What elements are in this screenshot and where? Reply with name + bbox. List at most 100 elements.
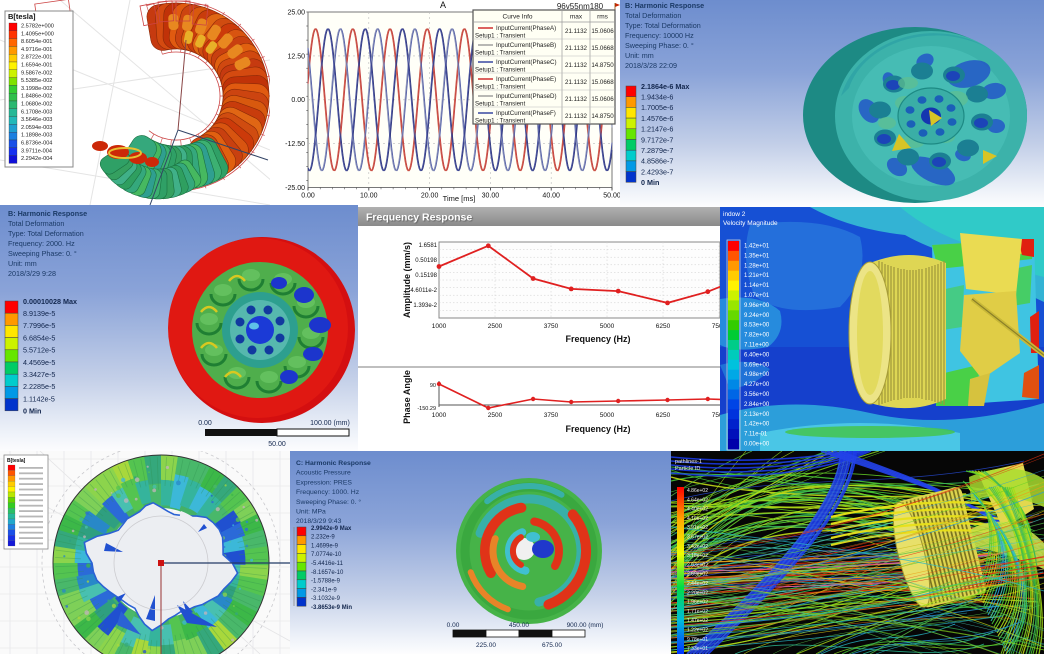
- svg-text:-2.341e-9: -2.341e-9: [311, 587, 337, 593]
- svg-text:2.232e-9: 2.232e-9: [311, 535, 335, 541]
- svg-text:2500: 2500: [488, 412, 503, 419]
- svg-text:Setup1 : Transient: Setup1 : Transient: [475, 118, 525, 125]
- svg-text:7.11e+00: 7.11e+00: [744, 343, 769, 349]
- svg-text:4.8586e-7: 4.8586e-7: [641, 157, 673, 166]
- svg-text:-12.50: -12.50: [285, 141, 305, 148]
- svg-text:Unit: mm: Unit: mm: [8, 259, 37, 268]
- svg-text:4.4569e-5: 4.4569e-5: [23, 358, 55, 367]
- svg-text:1.0680e-002: 1.0680e-002: [21, 102, 52, 108]
- svg-text:7500: 7500: [712, 323, 720, 330]
- svg-text:15.0606: 15.0606: [591, 28, 614, 35]
- svg-text:30.00: 30.00: [482, 193, 500, 200]
- svg-text:21.1132: 21.1132: [565, 96, 587, 103]
- svg-text:Setup1 : Transient: Setup1 : Transient: [475, 33, 525, 40]
- svg-text:-150.29: -150.29: [417, 406, 436, 412]
- svg-text:Amplitude (mm/s): Amplitude (mm/s): [402, 242, 412, 318]
- svg-text:Expression: PRES: Expression: PRES: [296, 479, 352, 486]
- svg-text:rms: rms: [597, 14, 609, 21]
- svg-text:14.8750: 14.8750: [591, 62, 614, 69]
- svg-text:9.7172e-7: 9.7172e-7: [641, 135, 673, 144]
- svg-text:450.00: 450.00: [509, 622, 529, 629]
- svg-text:4.98e+00: 4.98e+00: [744, 372, 770, 378]
- svg-text:1.21e+01: 1.21e+01: [744, 273, 770, 279]
- svg-text:-1.5788e-9: -1.5788e-9: [311, 579, 341, 585]
- svg-text:675.00: 675.00: [542, 642, 562, 649]
- svg-text:21.1132: 21.1132: [565, 28, 587, 35]
- svg-text:4.16e+02: 4.16e+02: [687, 516, 708, 522]
- svg-text:0 Min: 0 Min: [641, 178, 659, 187]
- svg-text:1.35e+01: 1.35e+01: [744, 253, 770, 259]
- svg-text:Curve Info: Curve Info: [503, 14, 533, 21]
- svg-text:-5.4416e-11: -5.4416e-11: [311, 561, 344, 567]
- svg-text:2.5782e+000: 2.5782e+000: [21, 24, 54, 30]
- svg-text:7.33e+01: 7.33e+01: [687, 646, 708, 652]
- svg-text:Setup1 : Transient: Setup1 : Transient: [475, 50, 525, 57]
- svg-text:1.14e+01: 1.14e+01: [744, 283, 770, 289]
- svg-text:0.00: 0.00: [291, 97, 305, 104]
- svg-text:0.00: 0.00: [301, 193, 315, 200]
- svg-text:50.00: 50.00: [268, 441, 286, 448]
- svg-text:A: A: [440, 0, 446, 10]
- svg-text:Frequency: 2000. Hz: Frequency: 2000. Hz: [8, 239, 75, 248]
- svg-text:1.8486e-002: 1.8486e-002: [21, 94, 52, 100]
- svg-text:3.67e+02: 3.67e+02: [687, 535, 708, 541]
- svg-text:4.40e+02: 4.40e+02: [687, 507, 708, 513]
- svg-text:9.96e+00: 9.96e+00: [744, 303, 770, 309]
- svg-text:B[tesla]: B[tesla]: [8, 12, 36, 21]
- svg-text:2.84e+00: 2.84e+00: [744, 402, 770, 408]
- svg-text:1.96e+02: 1.96e+02: [687, 600, 708, 606]
- svg-text:3750: 3750: [544, 323, 559, 330]
- svg-text:5.5385e-002: 5.5385e-002: [21, 78, 52, 84]
- svg-text:7.0774e-10: 7.0774e-10: [311, 552, 342, 558]
- svg-text:21.1132: 21.1132: [565, 62, 587, 69]
- svg-text:0 Min: 0 Min: [23, 407, 41, 416]
- svg-text:Frequency: 10000 Hz: Frequency: 10000 Hz: [625, 31, 694, 40]
- svg-text:InputCurrent(PhaseF): InputCurrent(PhaseF): [496, 110, 556, 117]
- svg-text:7.2879e-7: 7.2879e-7: [641, 146, 673, 155]
- svg-text:14.8750: 14.8750: [591, 113, 614, 120]
- svg-text:Frequency: 1000. Hz: Frequency: 1000. Hz: [296, 489, 360, 496]
- svg-text:2.9942e-9 Max: 2.9942e-9 Max: [311, 526, 352, 532]
- svg-text:225.00: 225.00: [476, 642, 496, 649]
- svg-text:5000: 5000: [600, 323, 615, 330]
- svg-text:2018/3/29 9:28: 2018/3/29 9:28: [8, 269, 56, 278]
- svg-text:InputCurrent(PhaseD): InputCurrent(PhaseD): [496, 93, 557, 100]
- svg-text:Frequency Response: Frequency Response: [366, 212, 472, 224]
- svg-text:-3.1032e-9: -3.1032e-9: [311, 596, 341, 602]
- svg-text:1.1142e-5: 1.1142e-5: [23, 394, 55, 403]
- svg-text:Frequency (Hz): Frequency (Hz): [565, 424, 630, 434]
- svg-text:8.9139e-5: 8.9139e-5: [23, 309, 55, 318]
- svg-text:InputCurrent(PhaseA): InputCurrent(PhaseA): [496, 25, 556, 32]
- svg-text:-8.1657e-10: -8.1657e-10: [311, 570, 344, 576]
- svg-text:InputCurrent(PhaseB): InputCurrent(PhaseB): [496, 42, 556, 49]
- svg-text:4.9716e-001: 4.9716e-001: [21, 47, 52, 53]
- svg-text:2.0594e-003: 2.0594e-003: [21, 125, 52, 131]
- svg-text:8.53e+00: 8.53e+00: [744, 323, 770, 329]
- svg-text:3750: 3750: [544, 412, 559, 419]
- svg-text:Particle ID: Particle ID: [675, 466, 700, 472]
- svg-text:0.00: 0.00: [447, 622, 460, 629]
- svg-text:7.7996e-5: 7.7996e-5: [23, 321, 55, 330]
- svg-text:2.1864e-6 Max: 2.1864e-6 Max: [641, 82, 689, 91]
- svg-text:3.18e+02: 3.18e+02: [687, 553, 708, 559]
- svg-text:3.42e+02: 3.42e+02: [687, 544, 708, 550]
- svg-text:Setup1 : Transient: Setup1 : Transient: [475, 67, 525, 74]
- svg-text:100.00 (mm): 100.00 (mm): [310, 420, 350, 427]
- svg-text:B: Harmonic Response: B: Harmonic Response: [625, 1, 704, 10]
- svg-text:indow 2: indow 2: [723, 211, 746, 218]
- svg-text:4.27e+00: 4.27e+00: [744, 382, 770, 388]
- svg-text:3.9711e-004: 3.9711e-004: [21, 148, 52, 154]
- svg-text:B[tesla]: B[tesla]: [7, 458, 26, 464]
- svg-text:Frequency (Hz): Frequency (Hz): [565, 334, 630, 344]
- svg-text:1.393e-2: 1.393e-2: [413, 303, 437, 309]
- svg-text:Type: Total Deformation: Type: Total Deformation: [8, 229, 84, 238]
- svg-text:20.00: 20.00: [421, 193, 439, 200]
- svg-text:21.1132: 21.1132: [565, 45, 587, 52]
- svg-text:1.47e+02: 1.47e+02: [687, 618, 708, 624]
- svg-text:4.6011e-2: 4.6011e-2: [410, 288, 437, 294]
- svg-text:5.5712e-5: 5.5712e-5: [23, 346, 55, 355]
- svg-text:Phase Angle: Phase Angle: [402, 370, 412, 424]
- svg-text:6.6854e-5: 6.6854e-5: [23, 333, 55, 342]
- svg-text:1.4095e+000: 1.4095e+000: [21, 31, 54, 37]
- svg-text:21.1132: 21.1132: [565, 113, 587, 120]
